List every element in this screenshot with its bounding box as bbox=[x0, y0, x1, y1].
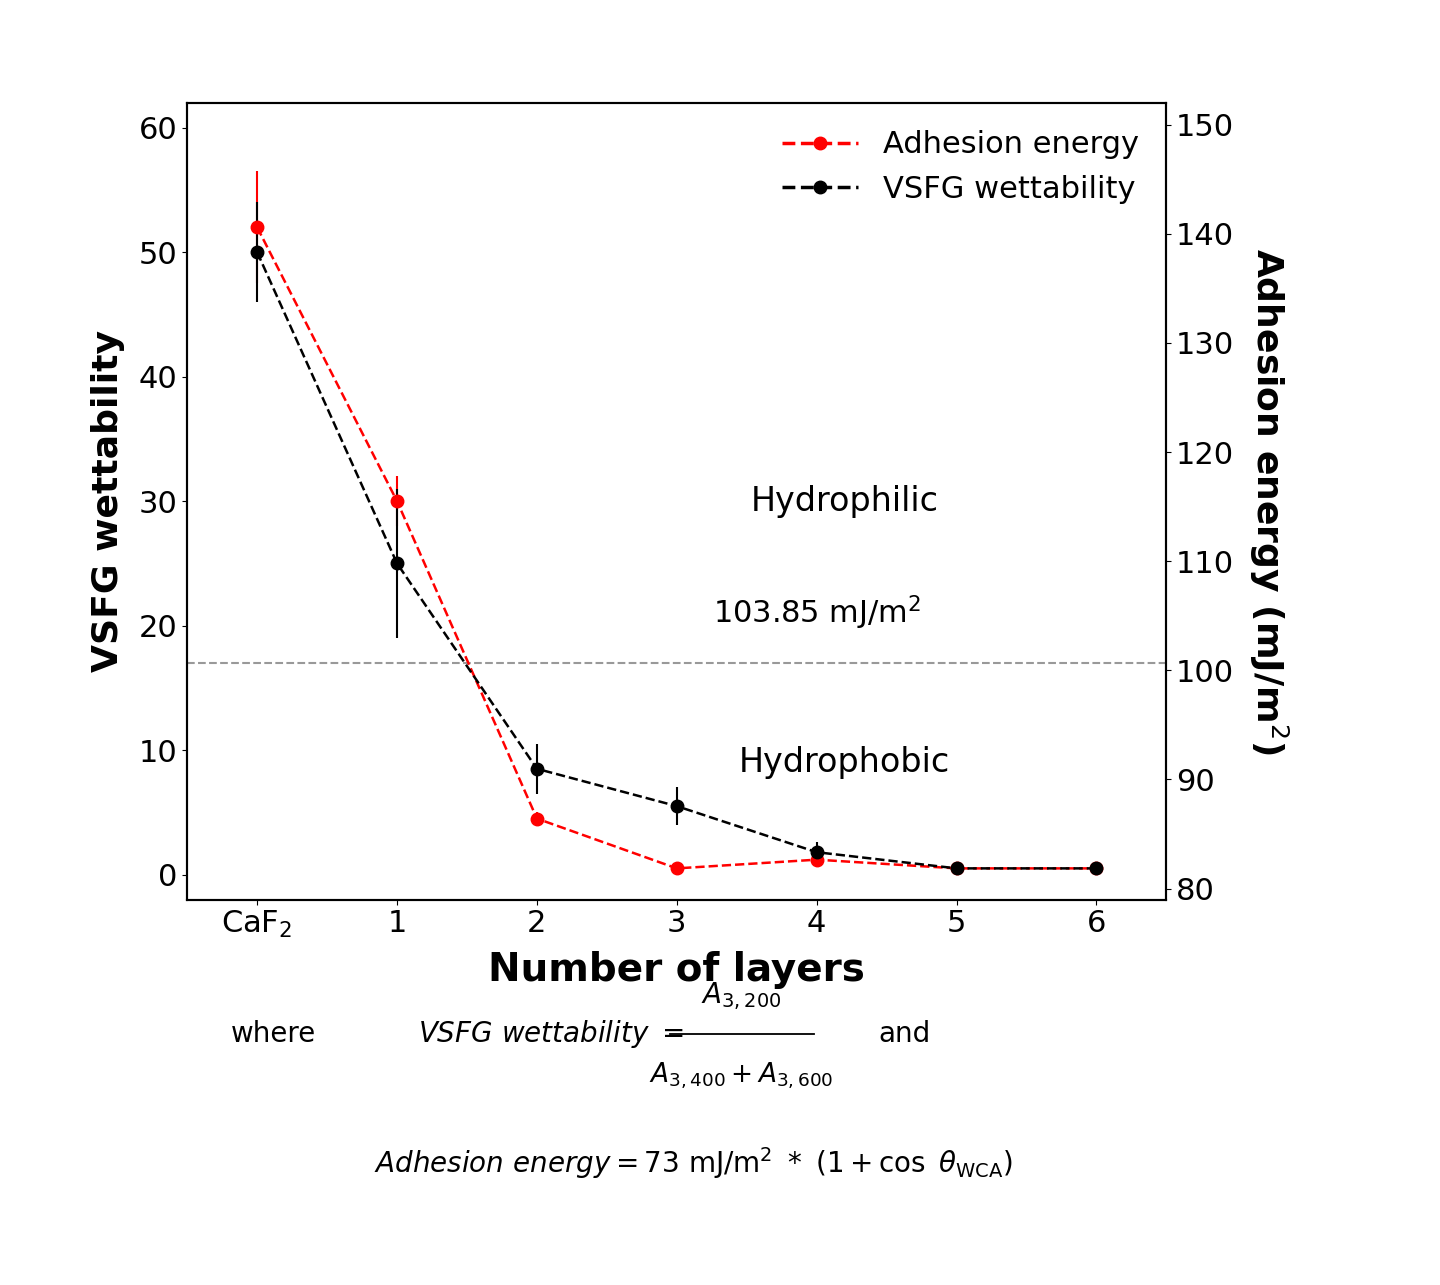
Text: $A_{3,200}$: $A_{3,200}$ bbox=[701, 980, 782, 1011]
Text: where: where bbox=[230, 1020, 315, 1049]
Text: $A_{3,400} + A_{3,600}$: $A_{3,400} + A_{3,600}$ bbox=[649, 1060, 834, 1091]
Text: Hydrophobic: Hydrophobic bbox=[739, 747, 950, 779]
Text: $\it{Adhesion\ energy}$$ = 73\ \mathrm{mJ/m^2}\ *\ (1 + \cos\ \theta_{\mathrm{WC: $\it{Adhesion\ energy}$$ = 73\ \mathrm{m… bbox=[374, 1145, 1014, 1181]
Y-axis label: VSFG wettability: VSFG wettability bbox=[91, 330, 125, 672]
Text: and: and bbox=[878, 1020, 930, 1049]
Legend: Adhesion energy, VSFG wettability: Adhesion energy, VSFG wettability bbox=[770, 118, 1151, 216]
Text: Hydrophilic: Hydrophilic bbox=[750, 484, 939, 518]
Text: $\it{VSFG\ wettability}$ $=$: $\it{VSFG\ wettability}$ $=$ bbox=[418, 1019, 684, 1050]
Text: 103.85 mJ/m$^2$: 103.85 mJ/m$^2$ bbox=[713, 594, 920, 632]
X-axis label: Number of layers: Number of layers bbox=[488, 951, 865, 989]
Y-axis label: Adhesion energy (mJ/m$^2$): Adhesion energy (mJ/m$^2$) bbox=[1247, 248, 1290, 754]
